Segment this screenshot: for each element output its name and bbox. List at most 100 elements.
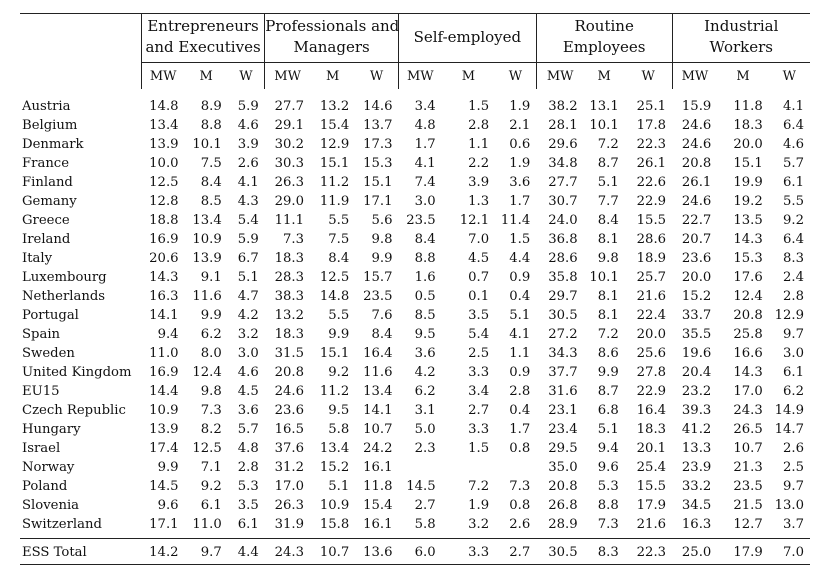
table-cell: 4.8 xyxy=(237,441,259,456)
table-cell: 4.1 xyxy=(783,99,804,114)
row-label: Austria xyxy=(22,99,71,114)
table-cell: 4.4 xyxy=(227,538,265,565)
table-cell: 3.0 xyxy=(237,346,259,361)
table-cell: 9.9 xyxy=(157,460,179,475)
table-row: Greece 18.8 13.4 5.4 11.1 5.5 5.6 23.5 12.1 11.4 2… xyxy=(20,211,810,230)
group-header-professionals: Professionals and Managers xyxy=(264,13,399,63)
table-cell: 3.9 xyxy=(237,137,259,152)
table-cell: 11.8 xyxy=(363,479,393,494)
table-cell: 17.6 xyxy=(733,270,763,285)
table-cell: 8.8 xyxy=(597,498,619,513)
table-cell: 9.8 xyxy=(200,384,222,399)
table-cell: 35.8 xyxy=(548,270,578,285)
table-cell: 11.2 xyxy=(319,384,350,399)
sub-header-mw: MW xyxy=(535,62,584,89)
table-cell: 7.6 xyxy=(371,308,393,323)
table-row: Finland 12.5 8.4 4.1 26.3 11.2 15.1 7.4 3.9 3.6 27… xyxy=(20,173,810,192)
table-cell: 34.3 xyxy=(548,346,578,361)
table-cell: 16.5 xyxy=(274,422,304,437)
table-cell: 3.2 xyxy=(468,517,490,532)
table-cell: 15.1 xyxy=(733,156,763,171)
table-cell: 10.7 xyxy=(733,441,763,456)
table-cell: 6.2 xyxy=(783,384,804,399)
table-cell: 19.6 xyxy=(681,346,712,361)
table-cell: 5.7 xyxy=(783,156,804,171)
table-cell: 8.9 xyxy=(200,99,222,114)
row-label: Ireland xyxy=(22,232,71,247)
table-cell: 19.9 xyxy=(733,175,763,190)
table-cell: 1.5 xyxy=(509,232,531,247)
row-label: Israel xyxy=(22,441,61,456)
table-cell: 11.2 xyxy=(319,175,350,190)
table-cell: 16.1 xyxy=(363,517,393,532)
table-row: EU15 14.4 9.8 4.5 24.6 11.2 13.4 6.2 3.4 2.8 31.6 8… xyxy=(20,382,810,401)
table-cell: 20.4 xyxy=(681,365,712,380)
table-cell: 11.4 xyxy=(500,213,531,228)
table-row: Ireland 16.9 10.9 5.9 7.3 7.5 9.8 8.4 7.0 1.5 36.8… xyxy=(20,230,810,249)
table-cell: 18.3 xyxy=(636,422,667,437)
table-cell: 1.9 xyxy=(509,156,531,171)
table-cell: 29.5 xyxy=(548,441,578,456)
table-cell: 7.0 xyxy=(468,232,490,247)
table-cell: 7.7 xyxy=(597,194,619,209)
table-cell: 1.7 xyxy=(509,194,531,209)
table-cell: 29.1 xyxy=(274,118,304,133)
table-cell: 13.7 xyxy=(363,118,393,133)
table-cell: 4.8 xyxy=(414,118,436,133)
table-cell: 34.8 xyxy=(548,156,578,171)
table-cell: 9.8 xyxy=(371,232,393,247)
table-cell: 13.4 xyxy=(363,384,393,399)
table-cell: 15.2 xyxy=(319,460,350,475)
table-cell: 9.2 xyxy=(328,365,350,380)
table-cell: 3.5 xyxy=(468,308,490,323)
sub-header-mw: MW xyxy=(671,62,718,89)
table-cell: 15.1 xyxy=(363,175,393,190)
table-cell: 5.9 xyxy=(237,232,259,247)
table-cell: 34.5 xyxy=(681,498,712,513)
table-cell: 11.9 xyxy=(319,194,350,209)
table-cell: 3.3 xyxy=(468,365,490,380)
table-cell: 14.5 xyxy=(149,479,179,494)
table-cell: 9.4 xyxy=(157,327,179,342)
table-cell: 26.1 xyxy=(681,175,712,190)
table-cell: 28.1 xyxy=(548,118,578,133)
table-cell: 1.5 xyxy=(468,441,490,456)
group-header-row: Entrepreneurs and Executives Professional… xyxy=(20,13,810,63)
table-cell: 16.9 xyxy=(149,232,179,247)
table-cell: 25.6 xyxy=(636,346,667,361)
table-cell: 17.4 xyxy=(149,441,179,456)
table-cell: 4.1 xyxy=(414,156,436,171)
table-cell xyxy=(398,458,441,477)
corner-cell xyxy=(20,13,142,63)
table-cell: 20.1 xyxy=(636,441,667,456)
sub-header-row: MW M W MW M W MW M W MW M W MW M W xyxy=(20,62,810,89)
table-cell: 15.4 xyxy=(319,118,350,133)
table-cell: 2.3 xyxy=(414,441,436,456)
table-cell: 17.0 xyxy=(733,384,763,399)
table-cell: 8.4 xyxy=(597,213,619,228)
table-cell: 12.4 xyxy=(192,365,222,380)
table-cell: 23.9 xyxy=(681,460,712,475)
table-cell: 26.1 xyxy=(636,156,667,171)
table-cell: 12.9 xyxy=(774,308,804,323)
table-cell: 14.8 xyxy=(319,289,350,304)
table-cell: 0.4 xyxy=(509,289,531,304)
table-cell: 8.6 xyxy=(597,346,619,361)
table-cell: 8.7 xyxy=(597,384,619,399)
sub-header-w: W xyxy=(355,62,399,89)
row-label: Spain xyxy=(22,327,61,342)
table-cell: 5.1 xyxy=(509,308,531,323)
table-cell: 22.9 xyxy=(636,384,667,399)
table-cell: 3.3 xyxy=(468,422,490,437)
table-cell: 14.5 xyxy=(406,479,436,494)
table-cell: 15.3 xyxy=(363,156,393,171)
row-label: Poland xyxy=(22,479,68,494)
table-cell: 2.6 xyxy=(783,441,804,456)
table-row: Poland 14.5 9.2 5.3 17.0 5.1 11.8 14.5 7.2 7.3 20.… xyxy=(20,477,810,496)
table-cell: 9.7 xyxy=(184,538,228,565)
table-cell: 18.9 xyxy=(636,251,667,266)
table-cell: 36.8 xyxy=(548,232,578,247)
table-cell: 13.2 xyxy=(274,308,304,323)
table-row: Portugal 14.1 9.9 4.2 13.2 5.5 7.6 8.5 3.5 5.1 30.… xyxy=(20,306,810,325)
table-cell: 13.9 xyxy=(149,137,179,152)
